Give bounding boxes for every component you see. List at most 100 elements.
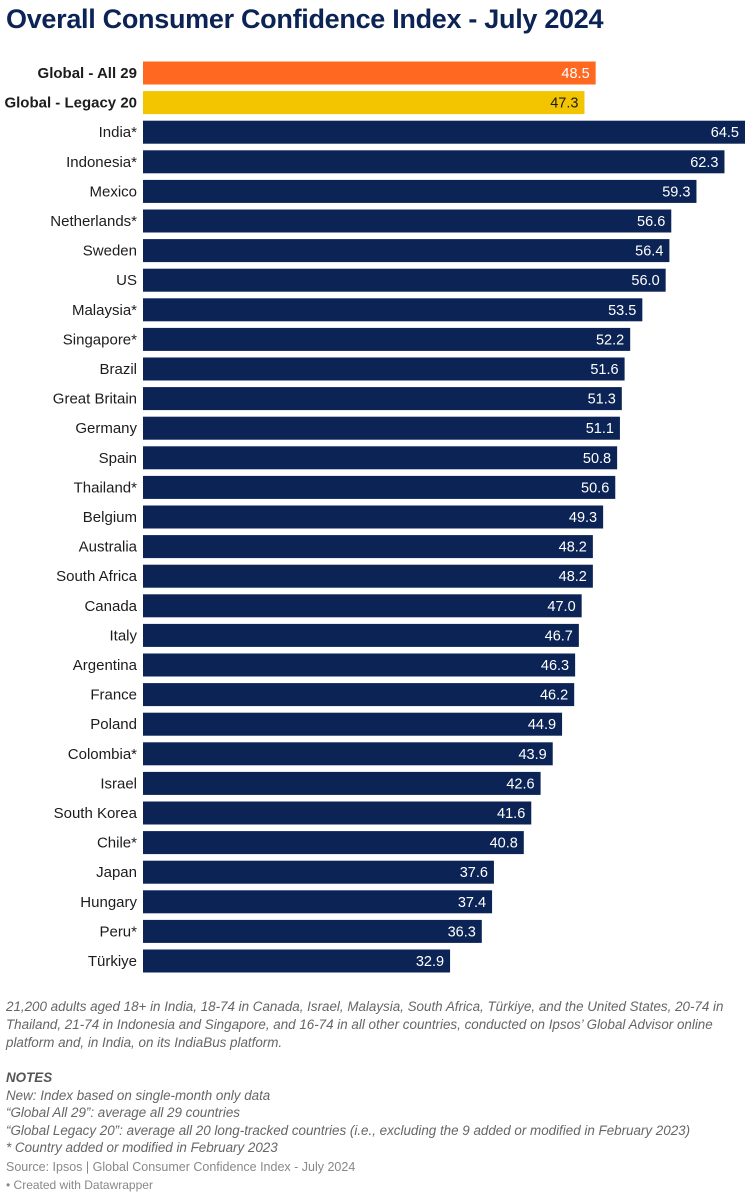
value-label: 46.3 (541, 658, 569, 674)
category-label: Indonesia* (66, 154, 137, 171)
category-label: Great Britain (53, 391, 137, 408)
bar (143, 801, 532, 825)
category-label: Belgium (83, 509, 137, 526)
chart-description: 21,200 adults aged 18+ in India, 18-74 i… (6, 999, 724, 1050)
category-label: Italy (109, 627, 137, 644)
category-label: India* (99, 124, 138, 141)
bar (143, 919, 482, 943)
bar (143, 771, 541, 795)
value-label: 52.2 (596, 332, 624, 348)
value-label: 36.3 (448, 924, 476, 940)
value-label: 56.4 (635, 244, 663, 260)
value-label: 48.2 (559, 569, 587, 585)
bar (143, 742, 553, 766)
value-label: 47.0 (547, 599, 575, 615)
value-label: 42.6 (506, 776, 534, 792)
category-label: Global - All 29 (38, 65, 137, 82)
note-line: New: Index based on single-month only da… (6, 1087, 271, 1103)
value-label: 44.9 (528, 717, 556, 733)
source-text: Source: Ipsos | Global Consumer Confiden… (6, 1160, 356, 1174)
category-label: Sweden (83, 243, 137, 260)
bar (143, 416, 620, 440)
value-label: 53.5 (608, 303, 636, 319)
category-label: Malaysia* (72, 302, 137, 319)
bar (143, 505, 604, 529)
category-label: Chile* (97, 835, 137, 852)
category-label: Netherlands* (50, 213, 137, 230)
category-label: Mexico (89, 183, 137, 200)
category-label: US (116, 272, 137, 289)
category-label: Hungary (80, 894, 137, 911)
value-label: 56.0 (631, 273, 659, 289)
chart-title: Overall Consumer Confidence Index - July… (6, 4, 604, 34)
value-label: 40.8 (490, 836, 518, 852)
bar (143, 446, 618, 470)
value-label: 50.6 (581, 480, 609, 496)
value-label: 48.5 (561, 66, 589, 82)
bar (143, 61, 596, 85)
value-label: 37.6 (460, 865, 488, 881)
bar (143, 298, 643, 322)
bar (143, 209, 672, 233)
value-label: 37.4 (458, 895, 486, 911)
bar (143, 890, 493, 914)
value-label: 46.2 (540, 688, 568, 704)
bar (143, 594, 582, 618)
bar (143, 712, 563, 736)
bar (143, 268, 666, 292)
value-label: 32.9 (416, 954, 444, 970)
category-label: France (90, 687, 137, 704)
category-label: Poland (90, 716, 137, 733)
value-label: 49.3 (569, 510, 597, 526)
credit-text: • Created with Datawrapper (6, 1178, 153, 1192)
bar (143, 860, 494, 884)
category-label: Spain (99, 450, 137, 467)
value-label: 56.6 (637, 214, 665, 230)
note-line: “Global Legacy 20”: average all 20 long-… (6, 1122, 691, 1138)
category-label: Canada (84, 598, 137, 615)
bar (143, 120, 745, 144)
category-label: Argentina (73, 657, 138, 674)
category-label: Singapore* (63, 331, 137, 348)
bar (143, 91, 585, 115)
bar-chart: Global - All 29 48.5 Global - Legacy 20 47.… (4, 61, 745, 973)
bar (143, 387, 622, 411)
notes-heading: NOTES (6, 1070, 53, 1085)
notes-block: NOTES New: Index based on single-month o… (6, 1069, 751, 1157)
value-label: 62.3 (690, 155, 718, 171)
bar (143, 239, 670, 263)
bar (143, 327, 631, 351)
bar (143, 653, 576, 677)
value-label: 46.7 (545, 628, 573, 644)
category-label: South Africa (56, 568, 138, 585)
value-label: 41.6 (497, 806, 525, 822)
category-label: Colombia* (68, 746, 137, 763)
value-label: 51.6 (590, 362, 618, 378)
value-label: 51.3 (588, 392, 616, 408)
note-line: * Country added or modified in February … (6, 1140, 278, 1155)
value-label: 48.2 (559, 540, 587, 556)
value-label: 50.8 (583, 451, 611, 467)
bar (143, 150, 725, 174)
category-label: Global - Legacy 20 (4, 95, 137, 112)
value-label: 51.1 (586, 421, 614, 437)
bar (143, 535, 593, 559)
value-label: 59.3 (662, 184, 690, 200)
bar (143, 179, 697, 203)
category-label: Japan (96, 864, 137, 881)
bar (143, 623, 579, 647)
category-label: South Korea (54, 805, 138, 822)
category-label: Brazil (99, 361, 137, 378)
bar (143, 357, 625, 381)
bar (143, 475, 616, 499)
bar (143, 564, 593, 588)
bar (143, 683, 575, 707)
category-label: Australia (79, 539, 138, 556)
note-line: “Global All 29”: average all 29 countrie… (6, 1105, 240, 1120)
bar (143, 949, 451, 973)
category-label: Peru* (99, 923, 137, 940)
value-label: 43.9 (518, 747, 546, 763)
value-label: 47.3 (550, 96, 578, 112)
value-label: 64.5 (711, 125, 739, 141)
category-label: Thailand* (74, 479, 138, 496)
